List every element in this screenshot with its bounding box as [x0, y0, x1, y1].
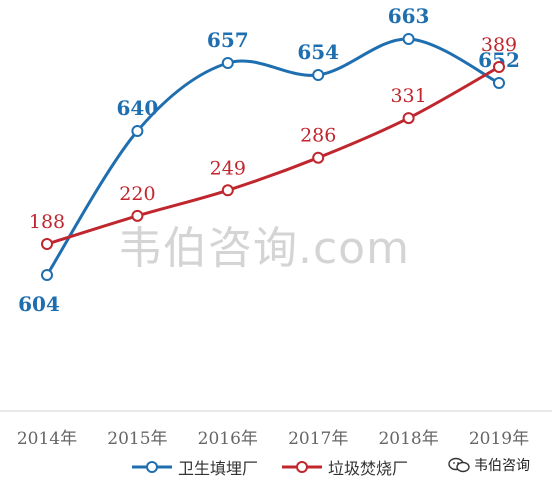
- data-label-landfill-4: 663: [388, 4, 430, 28]
- legend-item-landfill: 卫生填埋厂: [132, 455, 258, 479]
- brand-label: 韦伯咨询: [474, 458, 530, 474]
- legend-item-incineration: 垃圾焚烧厂: [282, 455, 408, 479]
- data-point-incineration-0: [41, 238, 53, 250]
- watermark: 韦伯咨询.com: [118, 223, 410, 274]
- data-label-landfill-0: 604: [18, 292, 60, 316]
- x-tick-label-5: 2019年: [469, 429, 529, 449]
- data-point-incineration-2: [221, 184, 234, 197]
- x-tick-label-0: 2014年: [17, 429, 77, 449]
- data-point-incineration-5: [493, 61, 505, 73]
- data-point-landfill-3: [312, 69, 325, 81]
- data-point-landfill-2: [221, 57, 234, 69]
- data-point-landfill-1: [131, 125, 144, 137]
- data-point-incineration-1: [131, 209, 144, 222]
- data-label-incineration-4: 331: [390, 85, 426, 107]
- brand: 韦伯咨询: [448, 455, 530, 475]
- data-point-landfill-5: [493, 77, 505, 89]
- data-label-landfill-1: 640: [117, 96, 159, 120]
- data-label-incineration-1: 220: [119, 183, 155, 205]
- data-label-incineration-0: 188: [29, 211, 65, 233]
- x-tick-label-1: 2015年: [107, 429, 167, 449]
- x-tick-label-3: 2017年: [288, 429, 348, 449]
- data-point-incineration-3: [312, 151, 325, 164]
- legend-label-landfill: 卫生填埋厂: [178, 459, 259, 478]
- data-label-landfill-2: 657: [207, 28, 249, 52]
- data-label-incineration-3: 286: [300, 125, 336, 147]
- wechat-icon: [448, 457, 470, 473]
- x-tick-labels: 2014年 2015年 2016年 2017年 2018年 2019年: [17, 429, 529, 449]
- legend: 卫生填埋厂 垃圾焚烧厂: [132, 455, 408, 479]
- series-incineration: 188 220 249 286 331 389: [29, 34, 517, 250]
- data-label-incineration-5: 389: [481, 34, 517, 56]
- legend-marker-landfill: [132, 461, 172, 473]
- x-tick-label-4: 2018年: [378, 429, 438, 449]
- data-point-landfill-4: [402, 33, 415, 45]
- legend-marker-incineration: [282, 461, 323, 473]
- data-point-incineration-4: [402, 112, 415, 125]
- data-label-incineration-2: 249: [210, 157, 246, 179]
- legend-label-incineration: 垃圾焚烧厂: [328, 459, 409, 478]
- data-label-landfill-3: 654: [297, 40, 339, 64]
- x-tick-label-2: 2016年: [198, 429, 258, 449]
- data-point-landfill-0: [41, 269, 53, 281]
- series-line-incineration: [46, 65, 500, 246]
